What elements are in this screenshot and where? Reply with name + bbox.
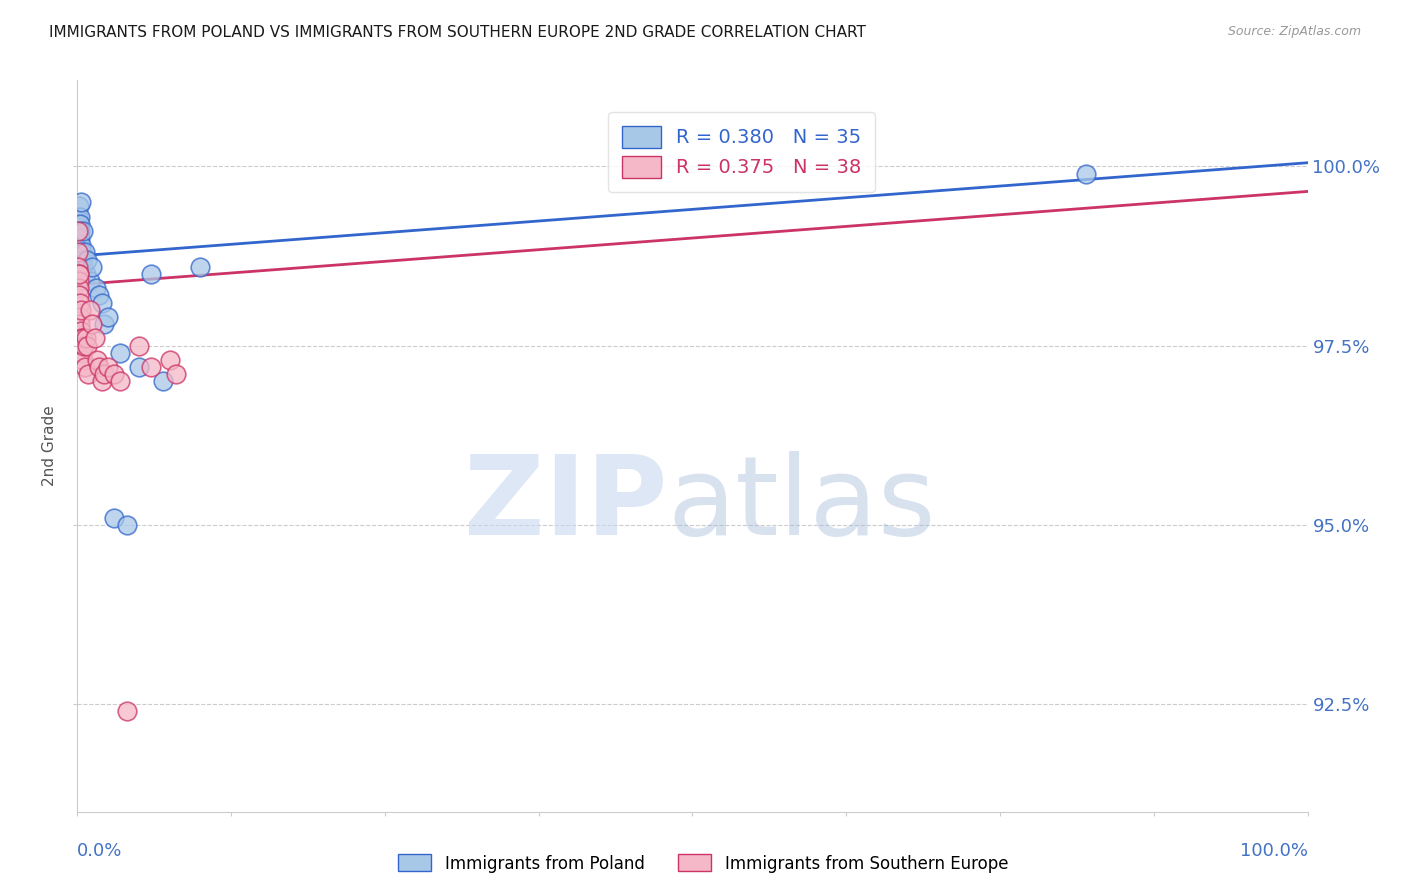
Point — [73, 245, 96, 260]
Point — [69, 217, 91, 231]
Point — [110, 345, 132, 359]
Point — [72, 224, 94, 238]
Point — [69, 231, 91, 245]
Point — [76, 252, 98, 267]
Point — [97, 310, 120, 324]
Point — [73, 338, 96, 352]
Legend: R = 0.380   N = 35, R = 0.375   N = 38: R = 0.380 N = 35, R = 0.375 N = 38 — [609, 112, 875, 192]
Point — [77, 368, 100, 382]
Point — [159, 353, 181, 368]
Point — [67, 288, 90, 302]
Point — [67, 274, 90, 288]
Point — [115, 704, 138, 718]
Text: Source: ZipAtlas.com: Source: ZipAtlas.com — [1227, 25, 1361, 38]
Point — [69, 324, 91, 338]
Point — [90, 295, 114, 310]
Point — [93, 317, 115, 331]
Point — [70, 302, 93, 317]
Point — [115, 517, 138, 532]
Point — [72, 331, 94, 345]
Point — [82, 260, 104, 274]
Point — [76, 338, 98, 352]
Point — [70, 345, 93, 359]
Point — [128, 360, 150, 375]
Text: 100.0%: 100.0% — [1240, 842, 1308, 860]
Point — [67, 231, 90, 245]
Point — [75, 267, 97, 281]
Point — [67, 260, 90, 274]
Point — [75, 331, 97, 345]
Point — [165, 368, 187, 382]
Point — [141, 267, 163, 281]
Point — [83, 331, 105, 345]
Point — [69, 210, 91, 224]
Point — [110, 375, 132, 389]
Text: atlas: atlas — [668, 451, 936, 558]
Point — [128, 338, 150, 352]
Point — [67, 267, 90, 281]
Point — [103, 510, 125, 524]
Text: IMMIGRANTS FROM POLAND VS IMMIGRANTS FROM SOUTHERN EUROPE 2ND GRADE CORRELATION : IMMIGRANTS FROM POLAND VS IMMIGRANTS FRO… — [49, 25, 866, 40]
Point — [1076, 167, 1098, 181]
Point — [67, 227, 90, 242]
Point — [90, 375, 114, 389]
Point — [69, 238, 91, 252]
Point — [70, 331, 93, 345]
Text: 0.0%: 0.0% — [77, 842, 122, 860]
Point — [69, 224, 91, 238]
Point — [66, 224, 89, 238]
Point — [67, 281, 90, 295]
Point — [67, 267, 90, 281]
Point — [67, 220, 90, 235]
Text: ZIP: ZIP — [464, 451, 668, 558]
Point — [67, 199, 90, 213]
Point — [84, 281, 107, 295]
Legend: Immigrants from Poland, Immigrants from Southern Europe: Immigrants from Poland, Immigrants from … — [391, 847, 1015, 880]
Point — [70, 195, 93, 210]
Point — [70, 245, 93, 260]
Point — [82, 317, 104, 331]
Point — [69, 295, 91, 310]
Point — [67, 217, 90, 231]
Point — [66, 210, 89, 224]
Point — [67, 224, 90, 238]
Point — [89, 360, 111, 375]
Point — [141, 360, 163, 375]
Point — [188, 260, 212, 274]
Point — [97, 360, 120, 375]
Point — [93, 368, 115, 382]
Point — [70, 252, 93, 267]
Point — [73, 360, 96, 375]
Point — [67, 245, 90, 260]
Y-axis label: 2nd Grade: 2nd Grade — [42, 406, 58, 486]
Point — [86, 353, 108, 368]
Point — [79, 302, 101, 317]
Point — [89, 288, 111, 302]
Point — [69, 310, 91, 324]
Point — [70, 338, 93, 352]
Point — [69, 317, 91, 331]
Point — [79, 274, 101, 288]
Point — [103, 368, 125, 382]
Point — [152, 375, 174, 389]
Point — [72, 353, 94, 368]
Point — [72, 260, 94, 274]
